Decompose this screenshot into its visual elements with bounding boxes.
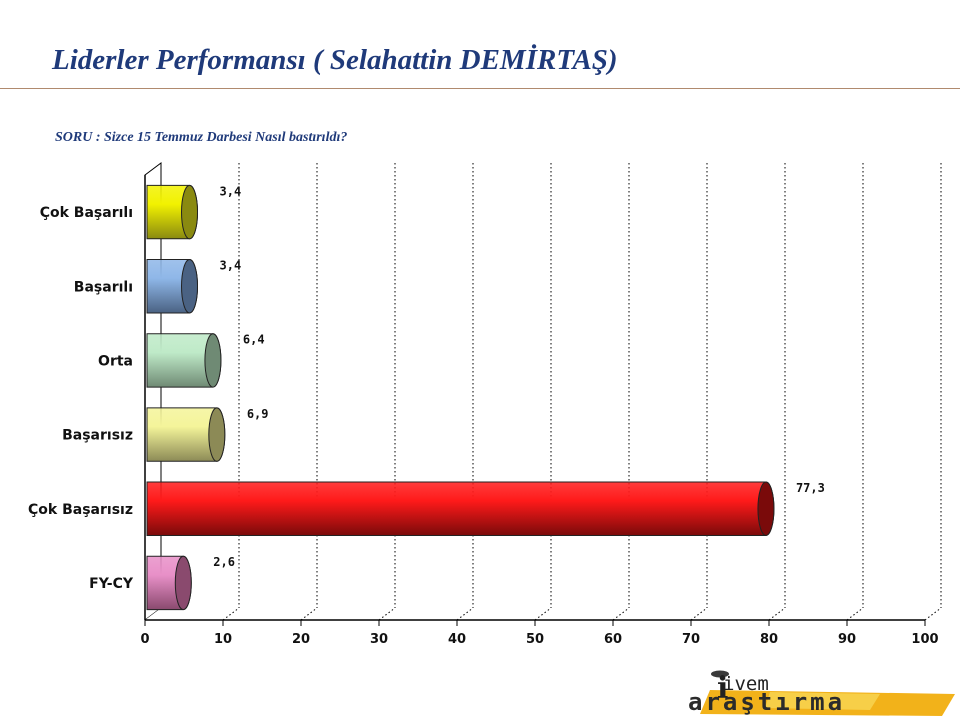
gridline-floor-100: [924, 607, 942, 621]
bar-cap-fy-cy: [174, 555, 192, 611]
x-tick-label-70: 70: [682, 632, 700, 647]
logo-text-arastirma: araştırma: [688, 688, 845, 716]
gridline-floor-50: [534, 607, 552, 621]
gridline-floor-30: [378, 607, 396, 621]
category-label-orta: Orta: [98, 353, 133, 369]
x-tick-label-30: 30: [370, 632, 388, 647]
page-title: Liderler Performansı ( Selahattin DEMİRT…: [52, 44, 618, 76]
bar-chart: 0 10 20 30 40 50 60 70 80 90 100 Çok Başarılı 3,4 Baş…: [28, 162, 942, 647]
x-tick-label-20: 20: [292, 632, 310, 647]
ivem-arastirma-logo: i ivem araştırma: [688, 670, 955, 716]
svg-text:i: i: [717, 671, 728, 706]
x-tick-label-40: 40: [448, 632, 466, 647]
x-tick-label-0: 0: [140, 632, 149, 647]
value-label-cok-basarili: 3,4: [220, 184, 242, 198]
value-label-fy-cy: 2,6: [213, 555, 235, 569]
value-label-cok-basarisiz: 77,3: [796, 481, 825, 495]
chart-floor: [145, 608, 941, 620]
value-label-basarili: 3,4: [220, 259, 242, 273]
category-label-cok-basarisiz: Çok Başarısız: [28, 502, 133, 518]
bar-cap-basarisiz: [208, 407, 226, 462]
x-tick-label-100: 100: [911, 632, 938, 647]
x-tick-label-50: 50: [526, 632, 544, 647]
gridline-floor-60: [612, 607, 630, 621]
x-tick-label-80: 80: [760, 632, 778, 647]
gridline-floor-80: [768, 607, 786, 621]
category-label-fy-cy: FY-CY: [89, 576, 134, 592]
value-label-basarisiz: 6,9: [247, 407, 269, 421]
bar-cap-orta: [204, 333, 222, 388]
x-tick-label-90: 90: [838, 632, 856, 647]
category-label-basarili: Başarılı: [74, 279, 133, 295]
gridline-floor-70: [690, 607, 708, 621]
logo-text-ivem: ivem: [723, 673, 769, 695]
bar-cap-cok-basarisiz: [757, 481, 775, 536]
x-tick-label-10: 10: [214, 632, 232, 647]
category-label-basarisiz: Başarısız: [62, 428, 133, 444]
survey-question: SORU : Sizce 15 Temmuz Darbesi Nasıl bas…: [55, 130, 348, 145]
bar-cok-basarisiz: [146, 481, 775, 536]
title-divider: [0, 88, 960, 89]
bar-cap-cok-basarili: [181, 184, 199, 240]
gridline-floor-40: [456, 607, 474, 621]
category-label-cok-basarili: Çok Başarılı: [40, 205, 133, 221]
gridline-floor-20: [300, 607, 318, 621]
gridline-floor-90: [846, 607, 864, 621]
gridline-floor-10: [222, 607, 240, 621]
x-tick-label-60: 60: [604, 632, 622, 647]
bar-cap-basarili: [181, 259, 199, 314]
value-label-orta: 6,4: [243, 333, 265, 347]
